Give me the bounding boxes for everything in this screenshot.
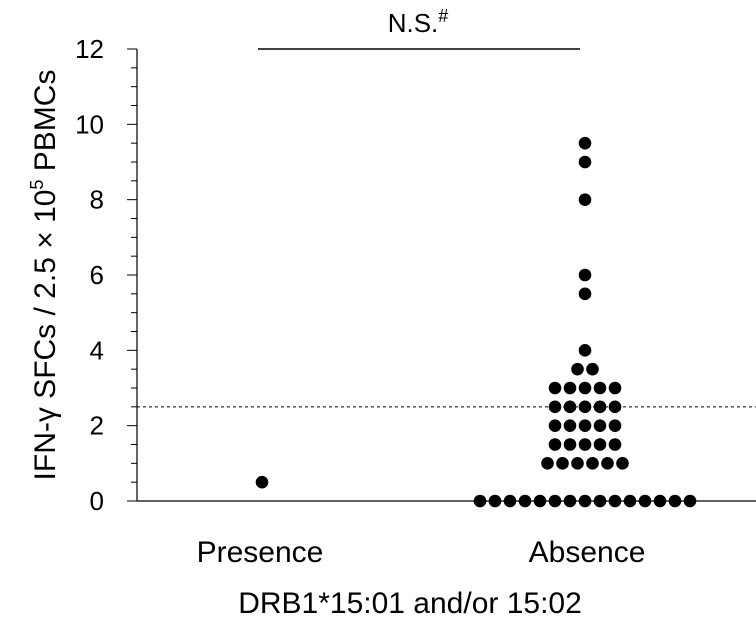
data-point-absence	[548, 381, 562, 395]
y-axis-title-suffix: PBMCs	[29, 70, 62, 180]
data-point-absence	[653, 494, 667, 508]
significance-text: N.S.	[388, 8, 439, 38]
data-point-absence	[563, 438, 577, 451]
data-point-absence	[593, 400, 607, 414]
y-axis-title-main: IFN-γ SFCs / 2.5 × 10	[29, 190, 62, 481]
data-point-absence	[578, 193, 592, 206]
y-tick-label: 2	[90, 411, 104, 441]
data-point-absence	[668, 494, 682, 508]
data-point-absence	[518, 494, 532, 508]
y-ticks: 0 2 4 6 8 10 12	[75, 34, 137, 516]
data-point-absence	[541, 457, 554, 470]
data-point-absence	[563, 494, 577, 508]
data-point-absence	[586, 457, 599, 470]
x-axis-title: DRB1*15:01 and/or 15:02	[238, 587, 582, 620]
data-point-absence	[548, 400, 562, 414]
data-point-absence	[623, 494, 637, 508]
y-tick-label: 6	[90, 260, 104, 290]
data-point-absence	[578, 438, 592, 451]
data-point-absence	[593, 494, 607, 508]
y-tick-label: 12	[75, 34, 104, 64]
data-point-absence	[578, 155, 592, 169]
data-point-absence	[556, 457, 569, 470]
data-point-absence	[488, 494, 502, 508]
data-point-absence	[578, 494, 592, 508]
data-point-absence	[616, 457, 629, 470]
data-point-presence	[255, 475, 269, 489]
y-tick-label: 4	[90, 335, 104, 365]
data-point-absence	[608, 381, 622, 395]
data-point-absence	[578, 287, 592, 301]
data-point-absence	[548, 494, 562, 508]
data-points	[255, 136, 697, 508]
data-point-absence	[563, 419, 577, 432]
data-point-absence	[608, 494, 622, 508]
significance-superscript: #	[438, 6, 448, 26]
data-point-absence	[593, 438, 607, 451]
significance-label: N.S.#	[388, 6, 449, 38]
data-point-absence	[503, 494, 517, 508]
category-label-absence: Absence	[529, 536, 646, 569]
y-tick-label: 0	[90, 486, 104, 516]
data-point-absence	[638, 494, 652, 508]
data-point-absence	[601, 457, 614, 470]
data-point-absence	[578, 419, 592, 432]
data-point-absence	[578, 136, 592, 150]
data-point-absence	[473, 494, 487, 508]
data-point-absence	[548, 438, 562, 451]
data-point-absence	[578, 381, 592, 395]
data-point-absence	[563, 400, 577, 414]
data-point-absence	[608, 419, 622, 432]
y-axis-title: IFN-γ SFCs / 2.5 × 105 PBMCs	[27, 70, 62, 481]
y-tick-label: 8	[90, 185, 104, 215]
y-tick-label: 10	[75, 109, 104, 139]
data-point-absence	[593, 381, 607, 395]
data-point-absence	[571, 457, 584, 470]
data-point-absence	[533, 494, 547, 508]
data-point-absence	[608, 400, 622, 414]
data-point-absence	[563, 381, 577, 395]
data-point-absence	[608, 438, 622, 451]
data-point-absence	[578, 400, 592, 414]
chart-labels: Presence Absence DRB1*15:01 and/or 15:02…	[27, 6, 645, 620]
data-point-absence	[578, 344, 592, 357]
data-point-absence	[578, 268, 592, 282]
data-point-absence	[683, 494, 697, 508]
data-point-absence	[586, 362, 599, 376]
axes	[136, 48, 756, 502]
category-label-presence: Presence	[197, 536, 324, 569]
y-axis-title-superscript: 5	[27, 180, 47, 190]
data-point-absence	[593, 419, 607, 432]
data-point-absence	[548, 419, 562, 432]
data-point-absence	[571, 362, 584, 376]
